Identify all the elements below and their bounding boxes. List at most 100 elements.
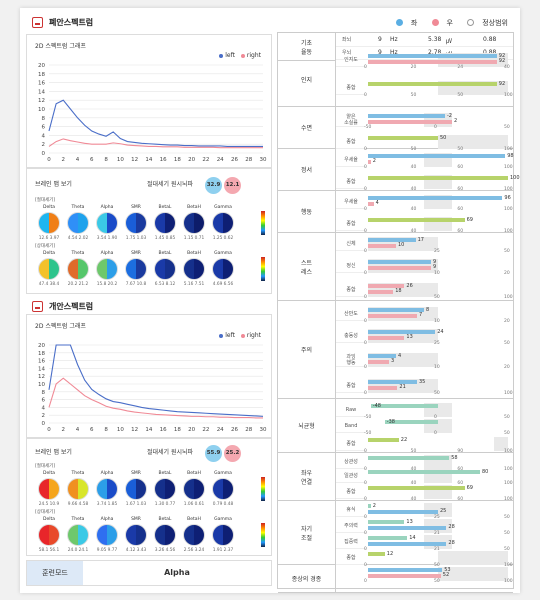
- sub-label: 종합: [336, 551, 366, 565]
- band-values: 4.12 3.43: [125, 548, 147, 553]
- right-series-icon: [240, 334, 245, 338]
- scale-tick: 10: [434, 271, 440, 276]
- band-name: Gamma: [214, 251, 232, 256]
- closed-brainmap-panel: 브레인 맵 보기 절대세기 원시뇌파 32.9 12.1 [절대세기] Delta 1…: [26, 168, 272, 294]
- sub-label: 종합: [336, 135, 366, 149]
- y-tick-label: 18: [38, 351, 45, 357]
- scale-tick: 0: [364, 319, 367, 324]
- band-values: 1.30 0.77: [154, 502, 176, 507]
- scale-tick: 100: [504, 497, 513, 502]
- training-mode: 훈련모드 Alpha: [26, 560, 272, 586]
- band-name: Delta: [42, 205, 55, 210]
- indicator-row: 58 0 40 60 100: [364, 455, 513, 473]
- band-name: SMR: [131, 517, 141, 522]
- chart-grid: [49, 64, 263, 154]
- x-tick-label: 26: [231, 157, 238, 163]
- indicator-row: 69 0 40 60 100: [364, 484, 513, 503]
- scale-tick: 50: [457, 147, 464, 152]
- sub-label: Raw: [336, 403, 366, 417]
- scale-tick: 0: [364, 481, 367, 486]
- x-tick-label: 14: [145, 157, 152, 163]
- bar-right: [368, 159, 371, 164]
- legend-left: 좌: [390, 19, 417, 27]
- basic-side: 좌뇌: [342, 37, 352, 43]
- bar-value: 50: [440, 134, 447, 141]
- basic-uv: 2.78: [428, 49, 442, 56]
- scale-tick: 40: [410, 481, 417, 486]
- band-values: 12.6 3.97: [38, 236, 60, 241]
- scale-tick: 0: [364, 341, 367, 346]
- scale-tick: 0: [364, 187, 367, 192]
- bar-value: 80: [482, 468, 489, 475]
- brainmap-item: Alpha 9.05 9.77: [93, 517, 121, 553]
- head-map-icon: [96, 478, 118, 500]
- scale-tick: 0: [364, 65, 367, 70]
- band-values: 1.25 0.62: [212, 236, 234, 241]
- y-tick-label: 2: [42, 142, 46, 148]
- scale-tick: 0: [364, 249, 367, 254]
- brainmap-item: SMR 1.67 1.03: [122, 471, 150, 507]
- head-map-icon: [183, 212, 205, 234]
- band-name: Delta: [42, 471, 55, 476]
- band-name: BetaH: [187, 471, 201, 476]
- sub-label: 종합: [336, 217, 366, 231]
- bar-total: [368, 176, 508, 180]
- indicator-row: 2 25 0 25 50: [364, 503, 511, 521]
- band-values: 5.16 7.51: [183, 282, 205, 287]
- head-map-icon: [183, 524, 205, 546]
- band-name: Gamma: [214, 517, 232, 522]
- bar-left: [368, 238, 416, 242]
- bar-value: 4: [375, 200, 379, 206]
- scale-tick: 50: [504, 515, 510, 520]
- category-label: 주의: [278, 301, 336, 399]
- y-tick-label: 16: [38, 359, 45, 365]
- scale-tick: 20: [504, 271, 510, 276]
- bar-right: [368, 243, 396, 248]
- closed-spectrum-panel: 2D 스펙트럼 그래프 left right 0 2 4 6 8 10 12 14 16 18 20…: [26, 34, 272, 168]
- training-mode-label: 훈련모드: [27, 561, 83, 585]
- sub-label: 종합: [336, 379, 366, 393]
- sub-label: 정신: [336, 259, 366, 273]
- left-series-icon: [219, 334, 224, 338]
- x-tick-label: 4: [76, 427, 80, 433]
- band-name: Alpha: [100, 205, 114, 210]
- scale-tick: -50: [364, 125, 372, 130]
- sub-label: 상관성: [336, 455, 366, 469]
- indicator-row: 96 4 0 40 60 100: [364, 195, 513, 213]
- basic-hz: 9: [378, 49, 382, 56]
- band-name: BetaL: [158, 251, 172, 256]
- x-tick-label: 14: [145, 427, 152, 433]
- brainmap-item: Alpha 3.74 1.85: [93, 471, 121, 507]
- bar-value: 35: [419, 378, 426, 385]
- basic-side: 우뇌: [342, 50, 352, 56]
- bar-right: [368, 313, 417, 318]
- bar-band: [368, 520, 405, 524]
- band-values: 6.53 8.12: [154, 282, 176, 287]
- brainmap-row-label: [상대세기]: [35, 510, 56, 515]
- brainmap-row-label: [절대세기]: [35, 198, 56, 203]
- color-scale-bar: [261, 477, 265, 501]
- closed-brainmap-title: 브레인 맵 보기: [35, 181, 72, 188]
- band-name: Theta: [71, 471, 85, 476]
- x-tick-label: 18: [174, 157, 181, 163]
- scale-tick: 40: [410, 497, 417, 502]
- head-map-icon: [212, 212, 234, 234]
- x-tick-label: 16: [160, 427, 167, 433]
- x-tick-label: 20: [188, 157, 195, 163]
- scale-tick: 50: [504, 431, 510, 436]
- scale-tick: 60: [457, 207, 464, 212]
- bar-left: [368, 114, 445, 118]
- scale-tick: 25: [434, 249, 440, 254]
- color-scale-bar: [261, 211, 265, 235]
- bar-value: 69: [466, 484, 473, 491]
- band-name: SMR: [131, 251, 141, 256]
- indicator-row: 92 0 50 50 100: [364, 81, 513, 99]
- band-values: 1.75 1.03: [125, 236, 147, 241]
- indicator-row: -2 2 -50 0 50: [364, 113, 511, 131]
- x-tick-label: 0: [47, 427, 51, 433]
- scale-tick: 0: [364, 93, 367, 98]
- open-spectrum-panel: 2D 스펙트럼 그래프 left right 0 2 4 6 8 10 12 14 16 18 20…: [26, 314, 272, 438]
- band-name: BetaH: [187, 205, 201, 210]
- scale-tick: 0: [364, 563, 367, 568]
